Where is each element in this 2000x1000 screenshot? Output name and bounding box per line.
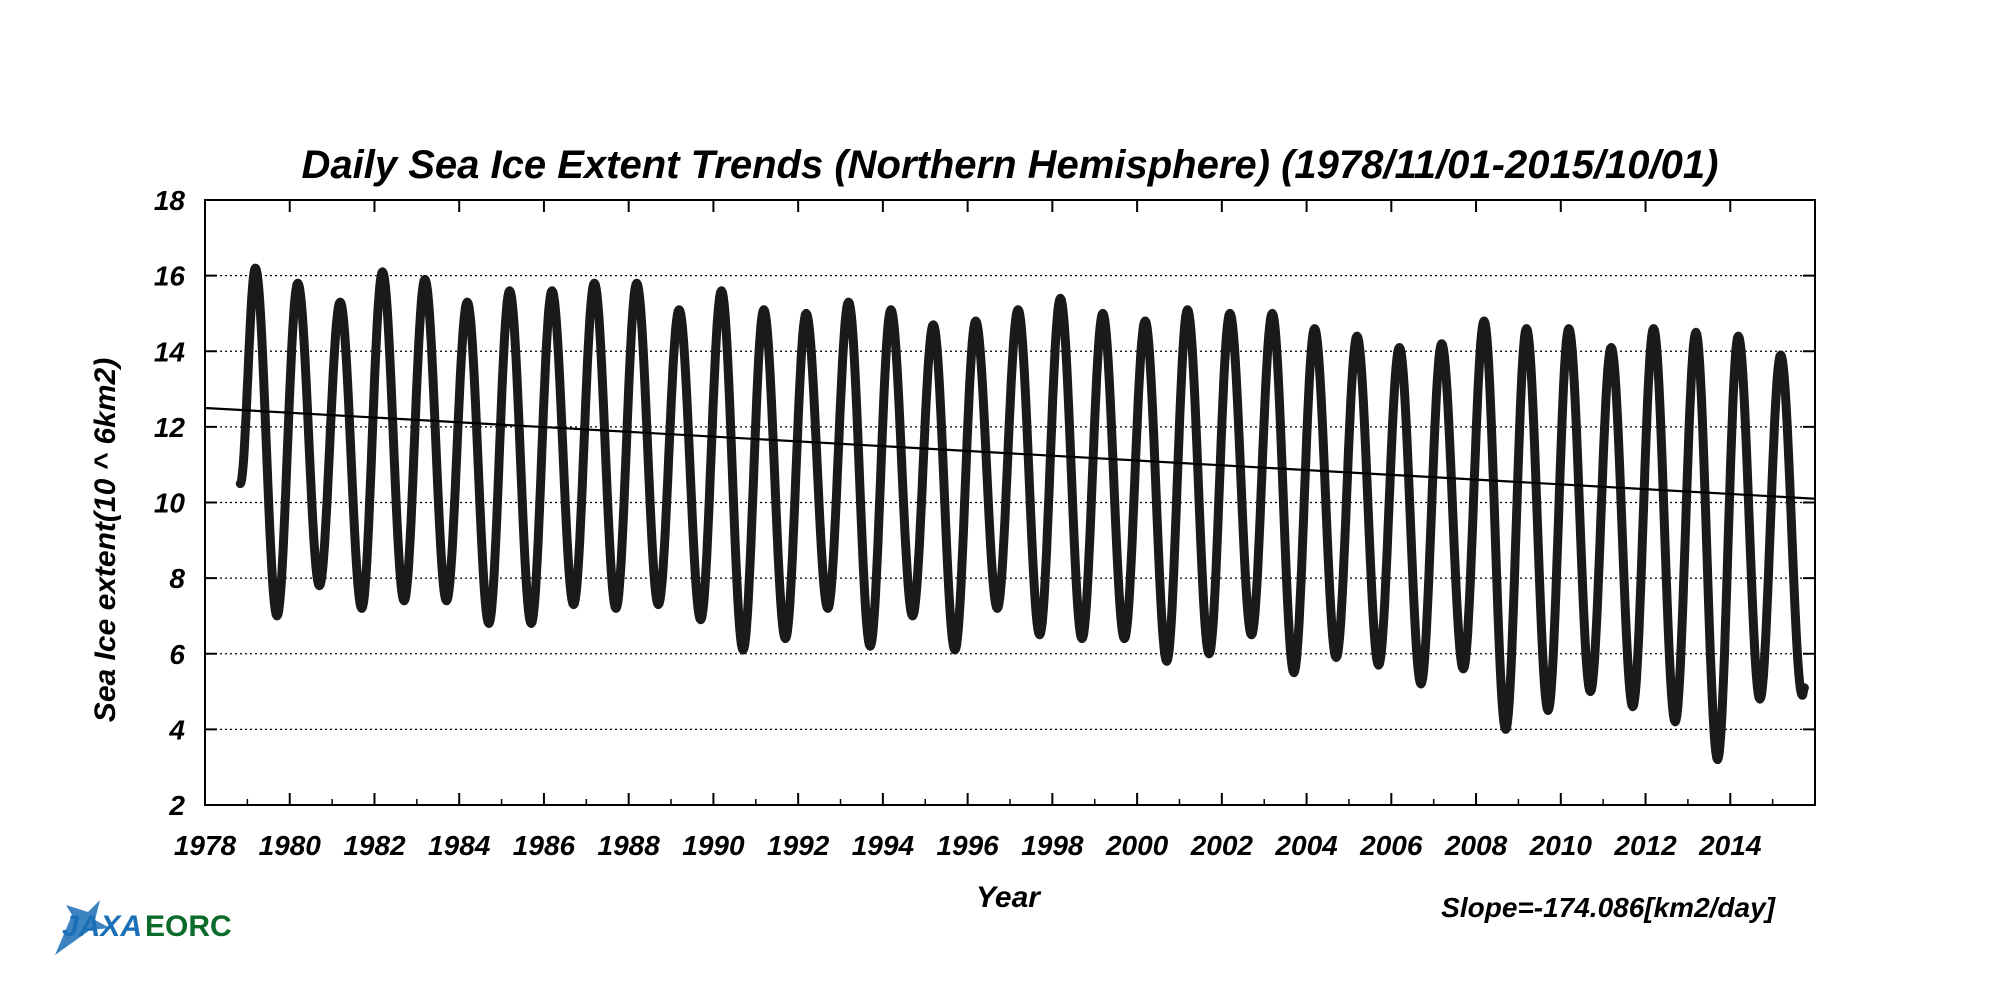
x-tick-label: 2006 bbox=[1359, 830, 1423, 861]
jaxa-star-icon bbox=[55, 900, 110, 955]
slope-annotation: Slope=-174.086[km2/day] bbox=[1441, 892, 1777, 923]
x-tick-label: 1992 bbox=[767, 830, 830, 861]
x-tick-label: 2002 bbox=[1190, 830, 1254, 861]
x-tick-label: 1990 bbox=[682, 830, 745, 861]
y-axis-ticks: 2 4 6 8 10 12 14 16 18 bbox=[154, 185, 1815, 821]
x-tick-label: 1994 bbox=[852, 830, 915, 861]
x-tick-label: 2008 bbox=[1444, 830, 1508, 861]
jaxa-eorc-logo: JAXA EORC bbox=[55, 900, 232, 955]
x-tick-label: 2000 bbox=[1105, 830, 1169, 861]
x-tick-label: 1980 bbox=[259, 830, 322, 861]
x-tick-label: 1996 bbox=[936, 830, 999, 861]
trend-line-group bbox=[204, 406, 1816, 500]
x-axis-ticks: 1978 1980 1982 1984 1986 1988 1990 1992 1994 1996… bbox=[174, 200, 1774, 861]
x-tick-label: 1984 bbox=[428, 830, 491, 861]
x-tick-label: 2014 bbox=[1698, 830, 1762, 861]
y-tick-label: 2 bbox=[168, 790, 185, 821]
trend-line bbox=[204, 406, 1816, 500]
x-tick-label: 1986 bbox=[513, 830, 576, 861]
x-axis-label: Year bbox=[976, 881, 1042, 914]
x-tick-label: 1988 bbox=[598, 830, 661, 861]
y-tick-label: 16 bbox=[154, 261, 186, 292]
logo-jaxa-text: JAXA bbox=[62, 910, 142, 943]
daily-extent-series bbox=[235, 263, 1809, 765]
y-tick-label: 10 bbox=[154, 488, 186, 519]
y-tick-label: 6 bbox=[169, 639, 185, 670]
y-tick-label: 8 bbox=[169, 563, 185, 594]
x-tick-label: 1998 bbox=[1021, 830, 1084, 861]
data-series bbox=[235, 263, 1809, 765]
y-tick-label: 4 bbox=[168, 714, 185, 745]
y-tick-label: 14 bbox=[154, 336, 186, 367]
x-tick-label: 2004 bbox=[1274, 830, 1338, 861]
x-tick-label: 2012 bbox=[1613, 830, 1677, 861]
x-tick-label: 1978 bbox=[174, 830, 237, 861]
chart-title: Daily Sea Ice Extent Trends (Northern He… bbox=[302, 143, 1719, 187]
y-axis-label: Sea Ice extent(10 ^ 6km2) bbox=[89, 358, 122, 722]
y-tick-label: 12 bbox=[154, 412, 186, 443]
y-tick-label: 18 bbox=[154, 185, 186, 216]
x-tick-label: 2010 bbox=[1529, 830, 1593, 861]
x-tick-label: 1982 bbox=[343, 830, 406, 861]
logo-eorc-text: EORC bbox=[145, 910, 232, 943]
